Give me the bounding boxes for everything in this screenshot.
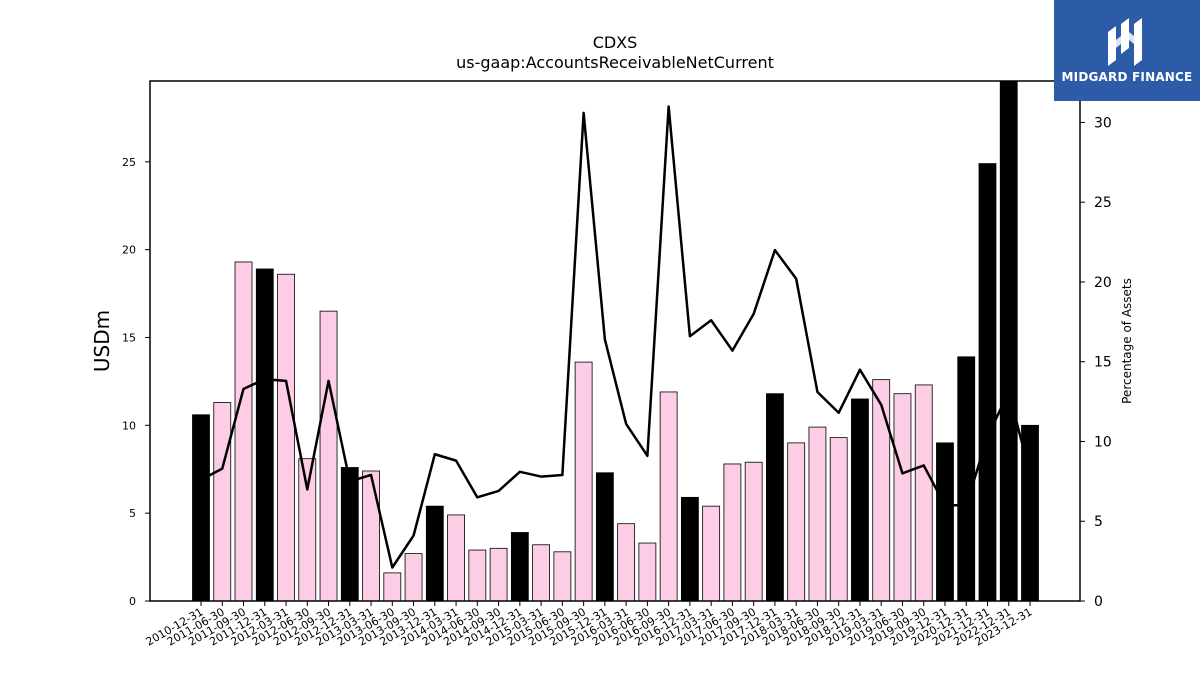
right-axis: 0 5 10 15 20 25 30 xyxy=(1080,115,1112,610)
bar-2017-03-31 xyxy=(702,505,721,602)
left-tick-label: 10 xyxy=(122,419,136,432)
bar-2013-03-31 xyxy=(362,470,380,602)
bar-2012-06-30 xyxy=(298,458,317,602)
bar-2020-12-31 xyxy=(957,356,976,602)
right-tick-label: 30 xyxy=(1094,115,1112,131)
bar-series xyxy=(192,80,1039,602)
bar-2019-09-30 xyxy=(914,384,933,602)
bar-2018-09-30 xyxy=(829,437,848,602)
right-tick-label: 10 xyxy=(1094,434,1112,450)
bar-2018-06-30 xyxy=(808,426,827,602)
left-tick-label: 5 xyxy=(129,507,136,520)
line-series xyxy=(200,105,1032,569)
bar-2010-12-31 xyxy=(192,414,210,602)
bar-2014-09-30 xyxy=(489,547,508,602)
chart-title: CDXS xyxy=(593,33,638,52)
left-tick-label: 15 xyxy=(122,331,136,344)
bar-2018-12-31 xyxy=(851,398,869,602)
bar-2017-12-31 xyxy=(766,393,784,602)
bar-2012-09-30 xyxy=(319,310,338,602)
bar-2015-06-30 xyxy=(553,551,572,602)
right-tick-label: 20 xyxy=(1094,275,1112,291)
logo-text: MIDGARD FINANCE xyxy=(1061,70,1193,84)
bar-2011-06-30 xyxy=(213,402,232,602)
bar-2015-12-31 xyxy=(595,472,614,602)
bar-2014-12-31 xyxy=(510,532,529,602)
bar-2016-12-31 xyxy=(681,496,699,602)
bar-2019-06-30 xyxy=(893,393,912,602)
x-axis: 2010-12-312011-06-302011-09-302011-12-31… xyxy=(144,601,1035,649)
bar-2019-12-31 xyxy=(936,442,954,602)
right-tick-label: 5 xyxy=(1094,514,1103,530)
chart-subtitle: us-gaap:AccountsReceivableNetCurrent xyxy=(456,53,774,72)
bar-2015-03-31 xyxy=(532,544,550,602)
left-tick-label: 25 xyxy=(122,156,136,169)
bar-2022-12-31 xyxy=(999,80,1018,602)
brand-logo: MIDGARD FINANCE xyxy=(1054,0,1200,101)
bar-2013-06-30 xyxy=(383,572,402,602)
right-tick-label: 15 xyxy=(1094,355,1112,371)
bar-2017-06-30 xyxy=(723,463,742,602)
bar-2015-09-30 xyxy=(574,361,593,602)
bar-2012-03-31 xyxy=(277,273,295,602)
bar-2021-12-31 xyxy=(978,163,997,602)
bar-2014-03-31 xyxy=(447,514,465,602)
left-axis: 0 5 10 15 20 25 xyxy=(122,156,150,608)
right-tick-label: 0 xyxy=(1094,594,1103,610)
bar-2014-06-30 xyxy=(468,549,487,602)
bar-2019-03-31 xyxy=(872,379,891,602)
percentage-line xyxy=(200,105,1032,569)
bar-2016-03-31 xyxy=(617,523,636,602)
bar-2017-09-30 xyxy=(744,461,763,602)
bar-2016-06-30 xyxy=(638,542,657,602)
plot-frame xyxy=(149,80,1081,602)
right-tick-label: 25 xyxy=(1094,195,1112,211)
bar-2018-03-31 xyxy=(787,442,806,602)
bar-2013-09-30 xyxy=(404,553,423,602)
left-tick-label: 0 xyxy=(129,595,136,608)
y2-axis-label: Percentage of Assets xyxy=(1120,278,1134,404)
bar-2013-12-31 xyxy=(425,505,444,602)
midgard-logo-icon xyxy=(1108,18,1142,66)
bar-2012-12-31 xyxy=(340,467,359,602)
bar-2011-09-30 xyxy=(234,261,253,602)
y-axis-label: USDm xyxy=(90,310,114,372)
left-tick-label: 20 xyxy=(122,244,136,257)
bar-2016-09-30 xyxy=(659,391,678,602)
bar-2011-12-31 xyxy=(255,268,274,602)
